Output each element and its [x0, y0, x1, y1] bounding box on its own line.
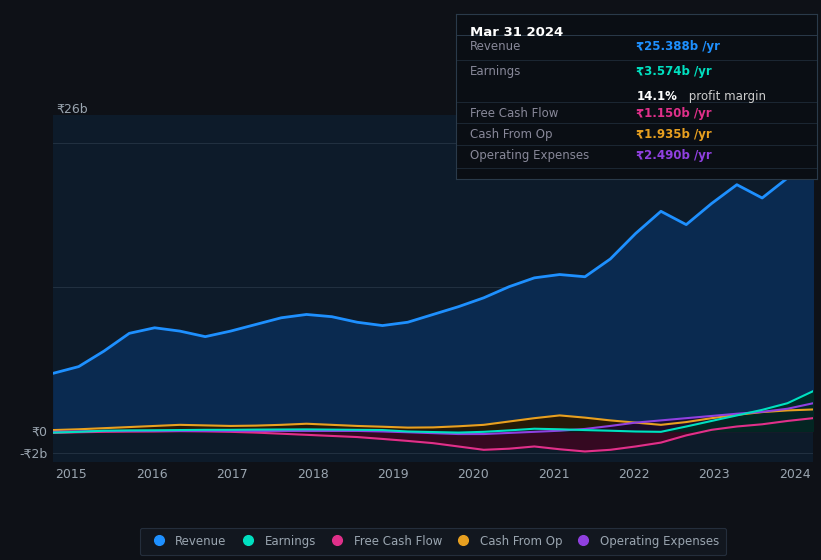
- Text: Revenue: Revenue: [470, 40, 521, 53]
- Legend: Revenue, Earnings, Free Cash Flow, Cash From Op, Operating Expenses: Revenue, Earnings, Free Cash Flow, Cash …: [140, 528, 727, 555]
- Text: Mar 31 2024: Mar 31 2024: [470, 26, 563, 39]
- Text: Free Cash Flow: Free Cash Flow: [470, 106, 558, 119]
- Text: ₹26b: ₹26b: [56, 103, 88, 116]
- Text: ₹25.388b /yr: ₹25.388b /yr: [636, 40, 720, 53]
- Text: Cash From Op: Cash From Op: [470, 128, 553, 141]
- Text: profit margin: profit margin: [685, 90, 766, 103]
- Text: ₹1.150b /yr: ₹1.150b /yr: [636, 106, 712, 119]
- Text: Earnings: Earnings: [470, 65, 521, 78]
- Text: Operating Expenses: Operating Expenses: [470, 150, 589, 162]
- Text: ₹2.490b /yr: ₹2.490b /yr: [636, 150, 712, 162]
- Text: ₹3.574b /yr: ₹3.574b /yr: [636, 65, 712, 78]
- Text: 14.1%: 14.1%: [636, 90, 677, 103]
- Text: ₹1.935b /yr: ₹1.935b /yr: [636, 128, 712, 141]
